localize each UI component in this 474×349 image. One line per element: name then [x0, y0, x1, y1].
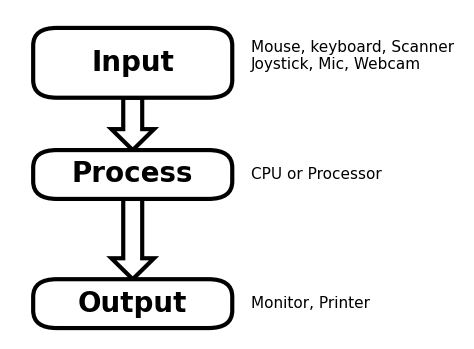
FancyBboxPatch shape: [33, 279, 232, 328]
FancyBboxPatch shape: [33, 150, 232, 199]
Text: Output: Output: [78, 290, 187, 318]
Text: CPU or Processor: CPU or Processor: [251, 167, 382, 182]
Text: Input: Input: [91, 49, 174, 77]
Text: Monitor, Printer: Monitor, Printer: [251, 296, 370, 311]
Text: Process: Process: [72, 161, 193, 188]
FancyBboxPatch shape: [33, 28, 232, 98]
Text: Mouse, keyboard, Scanner
Joystick, Mic, Webcam: Mouse, keyboard, Scanner Joystick, Mic, …: [251, 40, 455, 72]
Polygon shape: [111, 199, 154, 279]
Polygon shape: [111, 98, 154, 150]
